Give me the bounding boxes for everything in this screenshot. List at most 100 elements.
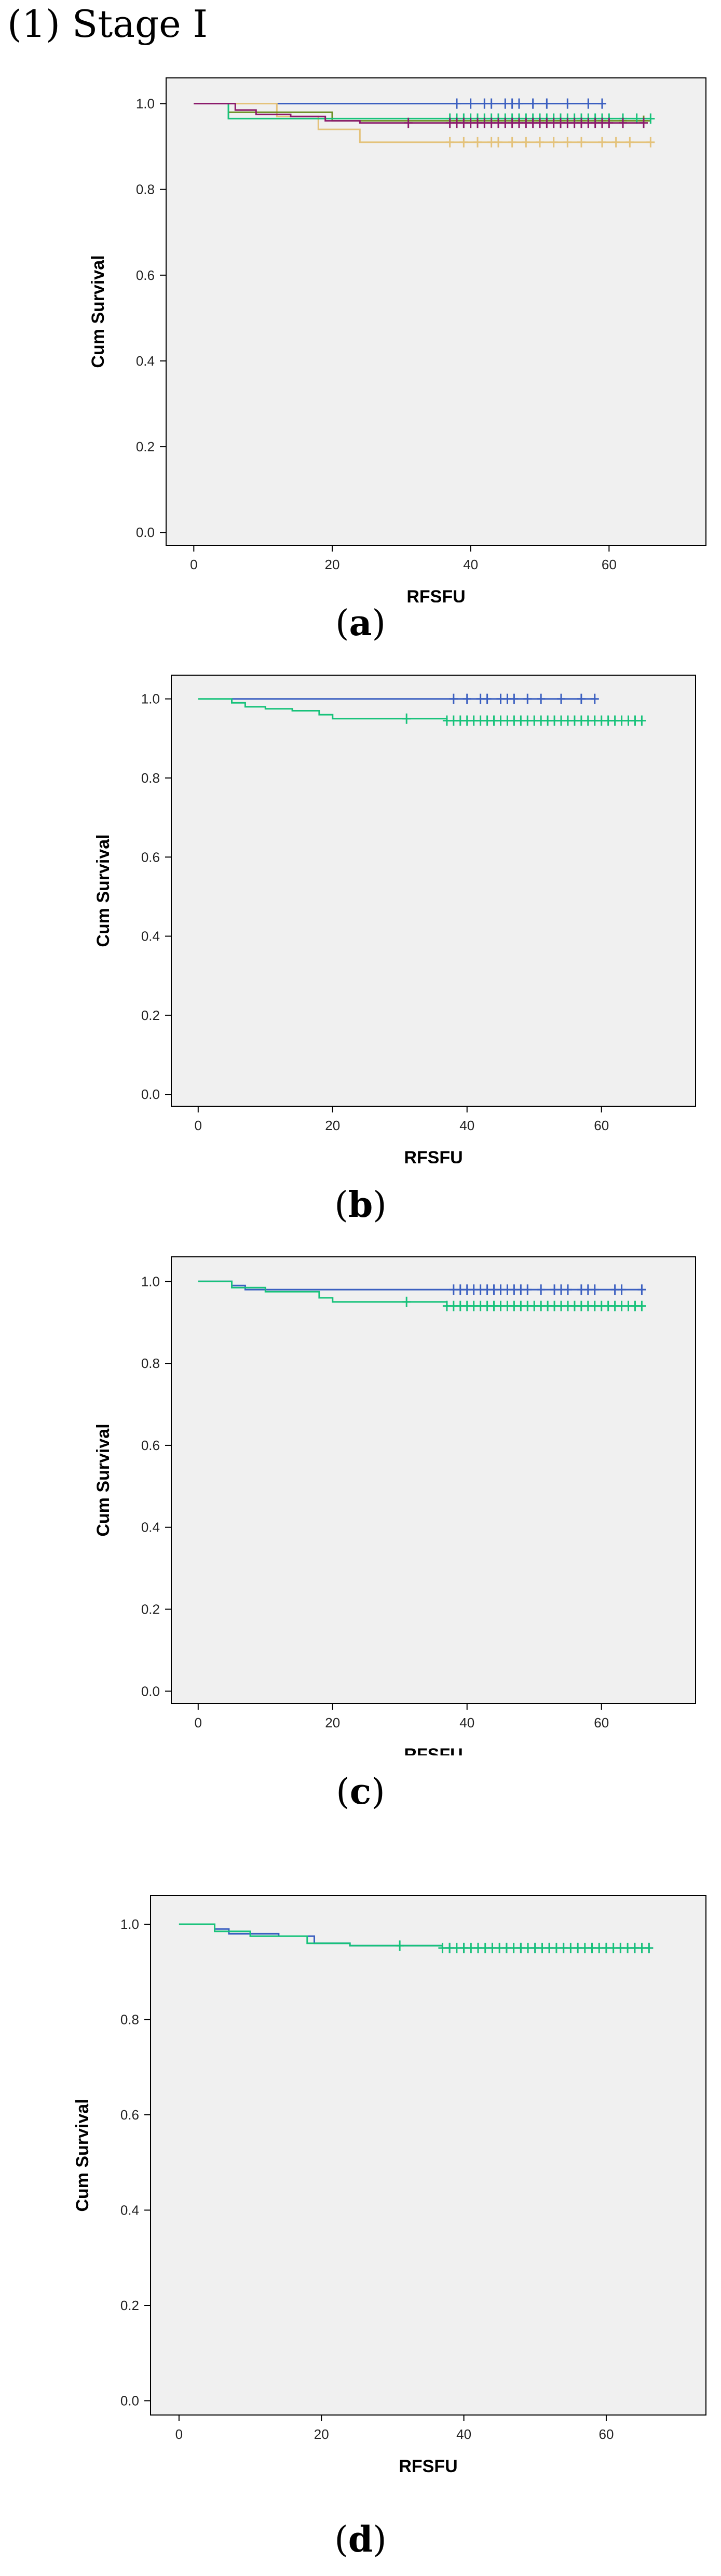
survival-curve-2 bbox=[198, 698, 642, 722]
censor-mark bbox=[528, 98, 537, 109]
x-axis-title: RFSFU bbox=[404, 1745, 462, 1755]
x-tick-label: 0 bbox=[190, 557, 197, 572]
y-tick-label: 0.8 bbox=[120, 2012, 139, 2028]
censor-mark bbox=[462, 693, 471, 704]
censor-mark bbox=[481, 1942, 489, 1953]
censor-mark bbox=[645, 1942, 654, 1953]
censor-mark bbox=[510, 693, 519, 704]
censor-mark bbox=[480, 98, 489, 109]
x-tick-label: 40 bbox=[456, 2426, 471, 2442]
x-tick-label: 0 bbox=[195, 1715, 202, 1730]
censor-mark bbox=[459, 137, 468, 147]
censor-mark bbox=[563, 98, 572, 109]
x-tick-label: 40 bbox=[459, 1715, 474, 1730]
censor-mark bbox=[559, 1942, 568, 1953]
x-axis-title: RFSFU bbox=[404, 1148, 462, 1163]
chart-panel-a: 0.0 0.2 0.4 0.6 0.8 1.0 0 20 40 60 RFSFU Cum Surviv… bbox=[0, 57, 721, 602]
censor-mark bbox=[552, 1942, 561, 1953]
censor-mark bbox=[616, 1942, 625, 1953]
x-tick-label: 60 bbox=[602, 557, 617, 572]
censor-mark bbox=[453, 98, 461, 109]
censor-mark bbox=[602, 1942, 610, 1953]
censor-mark bbox=[637, 715, 646, 726]
caption-d: (d) bbox=[334, 2519, 387, 2560]
y-tick-label: 0.4 bbox=[141, 929, 160, 944]
censor-mark bbox=[557, 693, 566, 704]
x-axis-title: RFSFU bbox=[406, 587, 465, 602]
y-tick-label: 0.0 bbox=[141, 1086, 160, 1102]
censor-mark bbox=[459, 117, 468, 128]
censor-mark bbox=[542, 98, 551, 109]
censor-mark bbox=[590, 693, 599, 704]
censor-mark bbox=[445, 137, 454, 147]
censor-mark bbox=[538, 1942, 547, 1953]
caption-a: (a) bbox=[335, 602, 386, 644]
plot-area bbox=[171, 675, 696, 1107]
censor-mark bbox=[563, 137, 572, 147]
censor-mark bbox=[580, 1942, 589, 1953]
censor-mark bbox=[515, 98, 523, 109]
y-tick-label: 0.6 bbox=[136, 267, 155, 283]
y-tick-label: 1.0 bbox=[120, 1916, 139, 1932]
censor-mark bbox=[445, 1942, 454, 1953]
censor-mark bbox=[549, 137, 558, 147]
censor-mark bbox=[563, 1284, 572, 1295]
censor-mark bbox=[509, 1942, 518, 1953]
y-tick-label: 0.2 bbox=[136, 439, 155, 454]
caption-b: (b) bbox=[334, 1184, 387, 1226]
x-tick-label: 20 bbox=[325, 557, 340, 572]
x-tick-label: 60 bbox=[598, 2426, 614, 2442]
y-tick-label: 0.6 bbox=[141, 849, 160, 865]
y-tick-label: 0.6 bbox=[120, 2107, 139, 2123]
km-chart-b: 0.0 0.2 0.4 0.6 0.8 1.0 0 20 40 60 RFSFU Cum Surviv… bbox=[93, 675, 696, 1163]
censor-mark bbox=[523, 693, 532, 704]
page-heading: (1) Stage I bbox=[7, 2, 208, 46]
censor-mark bbox=[598, 137, 606, 147]
censor-mark bbox=[501, 117, 510, 128]
censor-mark bbox=[502, 1942, 511, 1953]
censor-mark bbox=[402, 713, 411, 724]
censor-mark bbox=[466, 98, 475, 109]
censor-mark bbox=[630, 1942, 639, 1953]
x-axis-title: RFSFU bbox=[399, 2457, 457, 2476]
censor-mark bbox=[488, 1942, 497, 1953]
censor-mark bbox=[487, 98, 496, 109]
censor-mark bbox=[617, 1284, 626, 1295]
censor-mark bbox=[605, 117, 614, 128]
censor-mark bbox=[574, 1942, 582, 1953]
censor-mark bbox=[619, 117, 627, 128]
censor-mark bbox=[452, 1942, 461, 1953]
censor-mark bbox=[611, 137, 620, 147]
censor-mark bbox=[595, 1942, 604, 1953]
y-tick-label: 0.6 bbox=[141, 1438, 160, 1453]
y-tick-label: 0.4 bbox=[136, 353, 155, 369]
caption-c: (c) bbox=[336, 1771, 385, 1813]
y-tick-label: 1.0 bbox=[136, 96, 155, 112]
censor-mark bbox=[609, 1942, 618, 1953]
censor-mark bbox=[494, 137, 502, 147]
km-chart-a: 0.0 0.2 0.4 0.6 0.8 1.0 0 20 40 60 RFSFU Cum Surviv… bbox=[88, 77, 706, 602]
censor-mark bbox=[473, 137, 482, 147]
censor-mark bbox=[516, 1942, 525, 1953]
censor-mark bbox=[396, 1940, 404, 1951]
censor-mark bbox=[438, 1942, 447, 1953]
y-axis-title: Cum Survival bbox=[93, 834, 113, 947]
censor-mark bbox=[536, 137, 544, 147]
x-tick-label: 20 bbox=[325, 1118, 340, 1133]
chart-panel-c: 0.0 0.2 0.4 0.6 0.8 1.0 0 20 40 60 RFSFU Cum Surviv… bbox=[0, 1236, 721, 1755]
y-tick-label: 0.4 bbox=[141, 1520, 160, 1535]
y-tick-label: 1.0 bbox=[141, 1273, 160, 1289]
y-tick-label: 0.2 bbox=[141, 1008, 160, 1023]
y-tick-label: 0.8 bbox=[136, 182, 155, 197]
censor-mark bbox=[545, 1942, 554, 1953]
censor-mark bbox=[584, 98, 593, 109]
censor-mark bbox=[449, 693, 458, 704]
censor-mark bbox=[625, 137, 634, 147]
y-axis-title: Cum Survival bbox=[73, 2099, 92, 2211]
censor-mark bbox=[577, 693, 586, 704]
censor-mark bbox=[537, 693, 546, 704]
plot-area bbox=[166, 77, 706, 546]
survival-curve-5 bbox=[194, 103, 644, 124]
km-chart-c: 0.0 0.2 0.4 0.6 0.8 1.0 0 20 40 60 RFSFU Cum Surviv… bbox=[93, 1256, 696, 1755]
censor-mark bbox=[501, 98, 510, 109]
